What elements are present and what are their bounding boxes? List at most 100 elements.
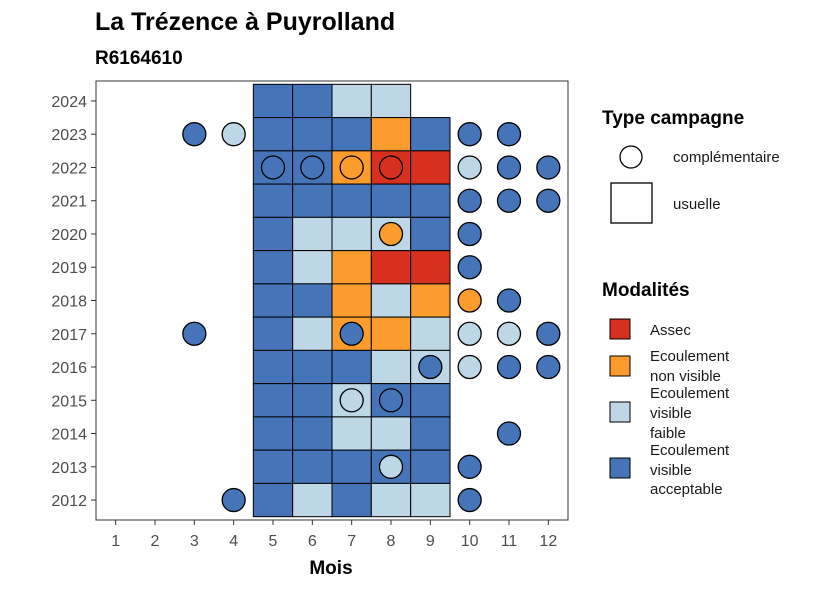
x-tick-label: 7 xyxy=(347,533,356,550)
tile-2017-9-ecoulement-visible-faible xyxy=(410,316,451,351)
y-tick-label: 2014 xyxy=(51,427,87,444)
x-tick-label: 9 xyxy=(426,533,435,550)
tile-2012-5-ecoulement-visible-acceptable xyxy=(252,482,294,518)
tile-2024-6-ecoulement-visible-acceptable xyxy=(292,83,333,119)
legend-modalite-label: Ecoulement xyxy=(650,442,730,459)
point-2012-10-ecoulement-visible-acceptable xyxy=(457,487,482,513)
y-tick-label: 2023 xyxy=(51,127,87,144)
usuelle-tiles xyxy=(252,83,451,518)
complementaire-points xyxy=(182,122,561,513)
tile-2024-8-ecoulement-visible-faible xyxy=(370,83,412,119)
tile-2023-8-ecoulement-non-visible xyxy=(370,117,412,152)
point-2018-10-ecoulement-non-visible xyxy=(457,288,482,313)
legend-campagne-label: complémentaire xyxy=(673,149,780,166)
tile-2023-7-ecoulement-visible-acceptable xyxy=(331,117,372,152)
x-axis: 1 2 3 4 5 6 7 8 9 10 11 12 xyxy=(111,520,557,550)
tile-2022-9-assec xyxy=(410,150,451,185)
tile-2019-8-assec xyxy=(370,250,412,285)
tile-2016-6-ecoulement-visible-acceptable xyxy=(292,349,333,385)
x-tick-label: 4 xyxy=(229,533,238,550)
legend-modalite-label: non visible xyxy=(650,368,721,385)
legend-key-ecoulement-visible-faible xyxy=(609,401,631,423)
tile-2024-7-ecoulement-visible-faible xyxy=(331,83,372,119)
tile-2020-6-ecoulement-visible-faible xyxy=(292,216,333,252)
point-2022-11-ecoulement-visible-acceptable xyxy=(496,155,522,180)
tile-2013-9-ecoulement-visible-acceptable xyxy=(410,449,451,484)
point-2012-4-ecoulement-visible-acceptable xyxy=(221,487,246,513)
point-2023-10-ecoulement-visible-acceptable xyxy=(457,122,482,147)
legend-modalite-label: Ecoulement xyxy=(650,348,730,365)
legend-type-campagne: Type campagne complémentaire usuelle xyxy=(602,108,780,224)
point-2022-6-ecoulement-visible-acceptable xyxy=(300,155,325,180)
y-axis: 2012 2013 2014 2015 2016 2017 2018 2019 2020 2021… xyxy=(51,94,96,510)
point-2021-10-ecoulement-visible-acceptable xyxy=(457,188,482,213)
tile-2014-8-ecoulement-visible-faible xyxy=(370,416,412,451)
tile-2013-7-ecoulement-visible-acceptable xyxy=(331,449,372,484)
point-2023-11-ecoulement-visible-acceptable xyxy=(496,122,522,147)
tile-2018-9-ecoulement-non-visible xyxy=(410,283,451,318)
legend-modalite-label: faible xyxy=(650,425,686,442)
legend-modalite-label: Ecoulement xyxy=(650,385,730,402)
x-axis-title: Mois xyxy=(309,558,352,579)
point-2022-5-ecoulement-visible-acceptable xyxy=(260,155,286,180)
x-tick-label: 1 xyxy=(111,533,120,550)
point-2016-9-ecoulement-visible-acceptable xyxy=(418,354,443,380)
point-2022-8-assec xyxy=(378,155,404,180)
x-tick-label: 3 xyxy=(190,533,199,550)
point-2015-7-ecoulement-visible-faible xyxy=(339,388,364,413)
chart-subtitle: R6164610 xyxy=(95,48,183,69)
tile-2017-6-ecoulement-visible-faible xyxy=(292,316,333,351)
y-tick-label: 2024 xyxy=(51,94,87,111)
legend-key-ecoulement-non-visible xyxy=(609,355,631,377)
tile-2018-7-ecoulement-non-visible xyxy=(331,283,372,318)
point-2017-7-ecoulement-visible-acceptable xyxy=(339,321,364,346)
tile-2012-6-ecoulement-visible-faible xyxy=(292,482,333,518)
legend-campagne-title: Type campagne xyxy=(602,108,744,129)
tile-2012-7-ecoulement-visible-acceptable xyxy=(331,482,372,518)
tile-2019-9-assec xyxy=(410,250,451,285)
tile-2020-5-ecoulement-visible-acceptable xyxy=(252,216,294,252)
point-2016-10-ecoulement-visible-faible xyxy=(457,354,482,380)
tile-2016-5-ecoulement-visible-acceptable xyxy=(252,349,294,385)
y-tick-label: 2013 xyxy=(51,460,87,477)
y-tick-label: 2015 xyxy=(51,393,87,410)
tile-2015-5-ecoulement-visible-acceptable xyxy=(252,383,294,418)
tile-2018-5-ecoulement-visible-acceptable xyxy=(252,283,294,318)
tile-2023-6-ecoulement-visible-acceptable xyxy=(292,117,333,152)
tile-2014-9-ecoulement-visible-acceptable xyxy=(410,416,451,451)
tile-2020-9-ecoulement-visible-acceptable xyxy=(410,216,451,252)
legend-modalite-label: Assec xyxy=(650,322,691,339)
tile-2018-8-ecoulement-visible-faible xyxy=(370,283,412,318)
y-tick-label: 2020 xyxy=(51,227,87,244)
point-2020-8-ecoulement-non-visible xyxy=(378,221,404,247)
y-tick-label: 2017 xyxy=(51,327,87,344)
tile-2019-5-ecoulement-visible-acceptable xyxy=(252,250,294,285)
point-2019-10-ecoulement-visible-acceptable xyxy=(457,255,482,280)
point-2017-3-ecoulement-visible-acceptable xyxy=(182,321,207,346)
x-tick-label: 12 xyxy=(539,533,557,550)
tile-2021-8-ecoulement-visible-acceptable xyxy=(370,183,412,218)
point-2022-7-ecoulement-non-visible xyxy=(339,155,364,180)
tile-2014-7-ecoulement-visible-faible xyxy=(331,416,372,451)
x-tick-label: 8 xyxy=(387,533,396,550)
y-tick-label: 2019 xyxy=(51,260,87,277)
y-tick-label: 2012 xyxy=(51,493,87,510)
point-2013-10-ecoulement-visible-acceptable xyxy=(457,454,482,479)
legend-key-ecoulement-visible-acceptable xyxy=(609,457,631,479)
legend-modalite-label: visible xyxy=(650,462,692,479)
y-tick-label: 2018 xyxy=(51,294,87,311)
point-2016-11-ecoulement-visible-acceptable xyxy=(496,354,522,380)
legend-modalite-label: acceptable xyxy=(650,481,723,498)
tile-2023-5-ecoulement-visible-acceptable xyxy=(252,117,294,152)
point-2018-11-ecoulement-visible-acceptable xyxy=(496,288,522,313)
tile-2018-6-ecoulement-visible-acceptable xyxy=(292,283,333,318)
tile-2023-9-ecoulement-visible-acceptable xyxy=(410,117,451,152)
y-tick-label: 2016 xyxy=(51,360,87,377)
point-2017-11-ecoulement-visible-faible xyxy=(496,321,522,346)
point-2021-12-ecoulement-visible-acceptable xyxy=(536,188,561,213)
tile-2017-8-ecoulement-non-visible xyxy=(370,316,412,351)
legend-key-assec xyxy=(609,318,631,340)
x-tick-label: 6 xyxy=(308,533,317,550)
